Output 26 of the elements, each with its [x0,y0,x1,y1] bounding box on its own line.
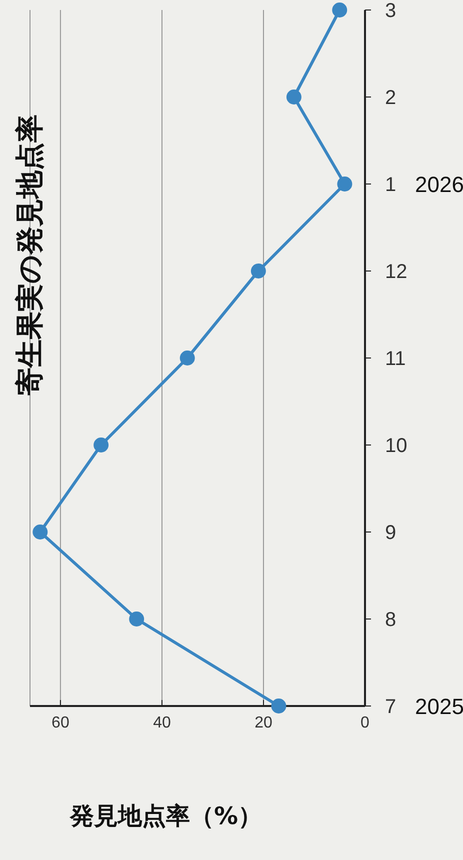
point [129,612,144,626]
point [250,264,266,278]
point [332,2,348,18]
x-tick-label: 40 [153,714,171,732]
y-tick-label: 12 [385,261,408,283]
point [32,524,48,540]
y-tick-label: 1 [385,174,396,196]
point [271,698,286,714]
text: 2026 [415,172,463,197]
point [180,350,195,366]
x-tick-label: 0 [360,714,370,732]
point [337,176,352,192]
text: 寄生果実の発見地点率 [12,114,47,398]
x-axis-title: 発見地点率（%） [70,801,262,832]
y-tick-label: 11 [385,348,406,370]
y-tick-label: 9 [385,522,396,544]
x-tick-label: 20 [254,714,272,732]
y-tick-label: 2 [385,87,396,109]
y-tick-label: 8 [385,609,396,631]
y-tick-label: 7 [385,696,396,718]
text: 2025 [415,694,463,719]
y-tick-label: 3 [385,0,396,22]
point [94,438,109,452]
x-tick-label: 60 [52,714,70,732]
y-tick-label: 10 [385,435,408,457]
point [286,90,302,104]
